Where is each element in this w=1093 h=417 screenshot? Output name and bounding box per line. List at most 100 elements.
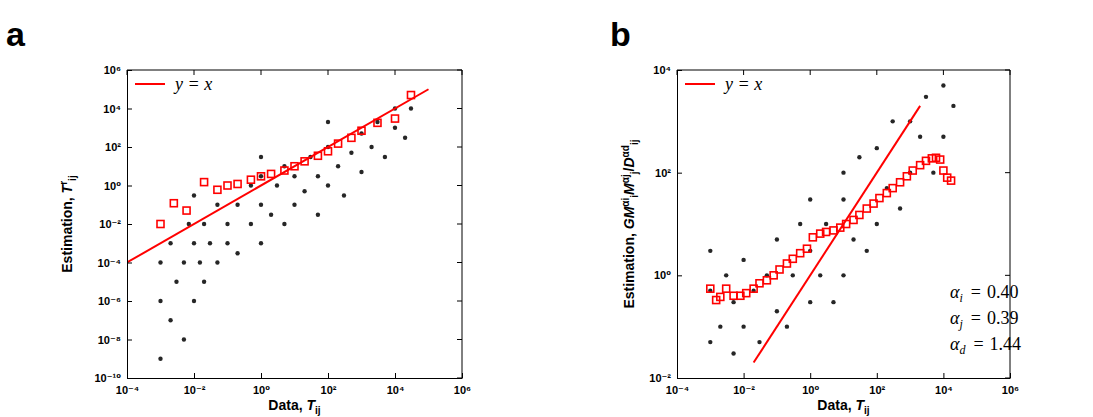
label-part: ij <box>629 139 640 145</box>
estimate-marker <box>948 177 955 184</box>
tick-label: 10⁰ <box>104 180 121 192</box>
data-point <box>259 174 263 178</box>
y-axis-title: Estimation, GMαiiMαjj/Dαdij <box>620 139 640 308</box>
tick-mark <box>457 339 462 340</box>
tick-mark <box>261 373 262 378</box>
estimate-marker <box>789 255 796 262</box>
tick-mark <box>127 263 132 264</box>
tick-mark <box>127 301 132 302</box>
data-point <box>342 193 346 197</box>
estimate-marker <box>268 170 275 177</box>
annotation-value: 0.40 <box>987 282 1019 302</box>
plot-area <box>707 83 956 362</box>
data-point <box>798 222 802 226</box>
annotation: αd=1.44 <box>950 334 1021 357</box>
data-point <box>292 174 296 178</box>
data-point <box>168 318 172 322</box>
tick-mark <box>877 373 878 378</box>
tick-mark <box>457 185 462 186</box>
tick: 10² <box>869 373 885 396</box>
data-point <box>198 260 202 264</box>
data-point <box>741 258 745 262</box>
y-axis-title: Estimation, Trij <box>58 175 78 273</box>
panel-label: b <box>610 15 631 53</box>
data-point <box>208 241 212 245</box>
data-point <box>808 300 812 304</box>
estimate-marker <box>937 156 944 163</box>
data-point <box>359 170 363 174</box>
tick-label: 10⁻² <box>184 384 206 396</box>
frame <box>677 70 1010 71</box>
tick-mark <box>328 373 329 378</box>
label-part: M <box>621 183 637 195</box>
annotation: αi=0.40 <box>950 282 1018 305</box>
data-point <box>924 95 928 99</box>
figure: 10⁻⁴10⁻²10⁰10²10⁴10⁶10⁻¹⁰10⁻⁸10⁻⁶10⁻⁴10⁻… <box>0 0 1093 417</box>
estimate-marker <box>723 285 730 292</box>
data-point <box>851 237 855 241</box>
label-part: D <box>621 157 637 167</box>
data-point <box>192 299 196 303</box>
estimate-marker <box>247 176 254 183</box>
data-point <box>259 155 263 159</box>
data-point <box>292 203 296 207</box>
tick-mark <box>1005 70 1010 71</box>
estimate-marker <box>234 180 241 187</box>
data-point <box>775 237 779 241</box>
tick-label: 10² <box>321 384 337 396</box>
tick-mark <box>395 373 396 378</box>
tick-mark <box>127 378 132 379</box>
tick-mark <box>127 147 132 148</box>
data-point <box>875 146 879 150</box>
annotation: αj=0.39 <box>950 308 1018 331</box>
legend-label: y = x <box>723 74 762 94</box>
data-point <box>259 241 263 245</box>
annotation-relation: = <box>973 334 983 354</box>
estimate-marker <box>157 221 164 228</box>
reference-line <box>127 89 429 262</box>
data-point <box>731 300 735 304</box>
panel-label: a <box>6 15 26 53</box>
label-part: Data, <box>268 397 306 413</box>
tick-mark <box>677 275 682 276</box>
label-part: αj <box>620 174 631 183</box>
label-part: Estimation, <box>621 229 637 308</box>
estimate-marker <box>863 205 870 212</box>
tick: 10⁻⁴ <box>98 257 132 269</box>
data-point <box>235 203 239 207</box>
data-point <box>225 241 229 245</box>
data-point <box>775 309 779 313</box>
tick-mark <box>677 378 682 379</box>
estimate-marker <box>940 167 947 174</box>
data-point <box>215 203 219 207</box>
tick-mark <box>127 109 132 110</box>
tick: 10⁻¹⁰ <box>94 372 132 384</box>
label-part: ij <box>315 405 321 416</box>
data-point <box>708 340 712 344</box>
data-point <box>326 183 330 187</box>
estimate-marker <box>830 227 837 234</box>
tick-mark <box>876 70 877 75</box>
frame <box>127 70 462 71</box>
data-point <box>383 155 387 159</box>
estimate-marker <box>897 179 904 186</box>
data-point <box>336 164 340 168</box>
tick-label: 10² <box>655 167 671 179</box>
estimate-marker <box>876 195 883 202</box>
estimate-marker <box>763 277 770 284</box>
data-point <box>302 189 306 193</box>
tick: 10² <box>655 167 682 179</box>
data-point <box>951 104 955 108</box>
label-part: Estimation, <box>59 193 75 272</box>
tick-label: 10⁴ <box>387 384 405 396</box>
tick-label: 10² <box>105 141 121 153</box>
frame <box>1010 70 1011 378</box>
data-point <box>158 357 162 361</box>
tick-mark <box>1005 378 1010 379</box>
tick-mark <box>677 173 682 174</box>
tick-mark <box>943 373 944 378</box>
data-point <box>225 222 229 226</box>
estimate-marker <box>776 266 783 273</box>
tick-label: 10⁻⁴ <box>666 384 689 396</box>
data-point <box>202 222 206 226</box>
